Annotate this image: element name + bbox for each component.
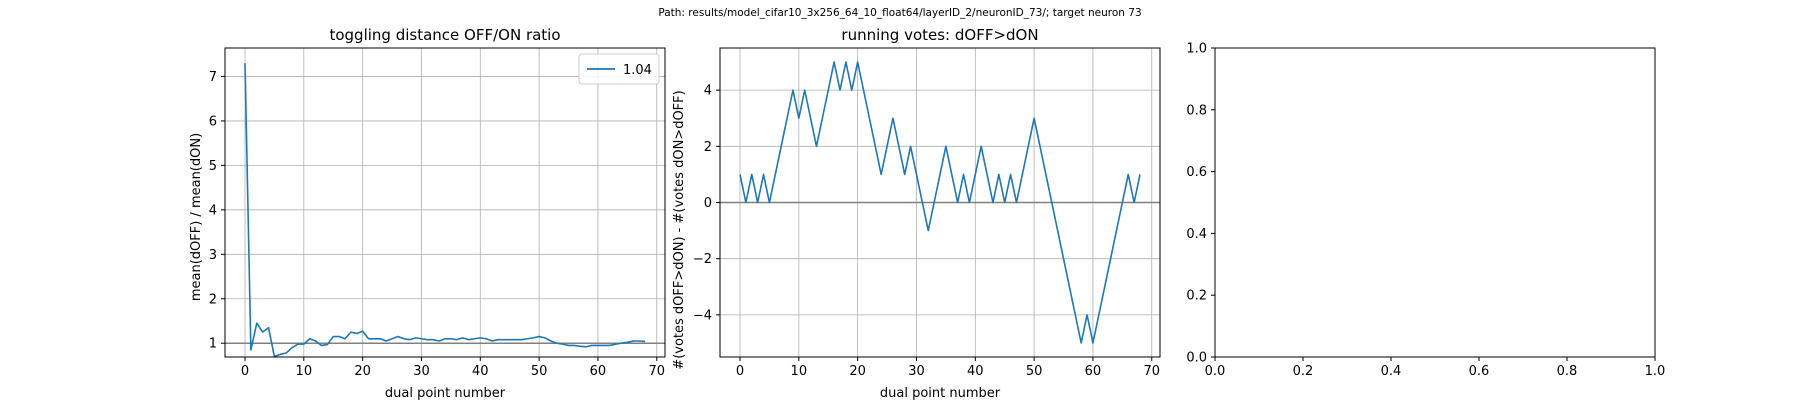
ratio-x-tick-label: 0 <box>241 364 249 379</box>
ratio-y-tick-label: 1 <box>209 337 217 352</box>
ratio-x-tick-label: 10 <box>296 364 313 379</box>
ratio-x-tick-label: 60 <box>590 364 607 379</box>
ratio-chart-axes: toggling distance OFF/ON ratio dual poin… <box>189 26 666 400</box>
ratio-plot-area <box>225 48 665 358</box>
votes-chart-title: running votes: dOFF>dON <box>841 26 1038 44</box>
votes-x-tick-label: 0 <box>736 364 744 379</box>
votes-x-tick-label: 40 <box>967 364 984 379</box>
votes-x-tick-label: 60 <box>1085 364 1102 379</box>
empty-x-tick-label: 0.2 <box>1293 364 1314 379</box>
ratio-x-tick-label: 30 <box>413 364 430 379</box>
ratio-y-tick-label: 3 <box>209 248 217 263</box>
votes-x-tick-label: 30 <box>908 364 925 379</box>
empty-x-tick-label: 0.0 <box>1205 364 1226 379</box>
ratio-x-tick-label: 20 <box>354 364 371 379</box>
votes-x-tick-label: 10 <box>791 364 808 379</box>
ratio-y-tick-label: 4 <box>209 203 217 218</box>
ratio-legend: 1.04 <box>578 53 660 85</box>
votes-x-tick-label: 70 <box>1143 364 1160 379</box>
votes-x-tick-label: 20 <box>849 364 866 379</box>
empty-y-tick-label: 0.4 <box>1186 227 1207 242</box>
empty-x-tick-label: 0.8 <box>1557 364 1578 379</box>
empty-y-tick-label: 0.0 <box>1186 351 1207 366</box>
ratio-y-tick-label: 2 <box>209 292 217 307</box>
empty-x-tick-label: 0.6 <box>1469 364 1490 379</box>
ratio-y-tick-label: 5 <box>209 159 217 174</box>
ratio-frame <box>224 47 666 358</box>
votes-y-tick-label: −2 <box>693 252 712 267</box>
empty-y-tick-label: 0.6 <box>1186 165 1207 180</box>
votes-chart-ylabel: #(votes dOFF>dON) - #(votes dON>dOFF) <box>672 90 687 369</box>
votes-plot-area <box>720 48 1160 357</box>
empty-chart-axes: 0.0 0.2 0.4 0.6 0.8 1.0 0.0 0.2 0.4 0.6 0.8 1.0 <box>1186 42 1665 380</box>
ratio-x-tick-label: 70 <box>648 364 665 379</box>
ratio-x-tick-label: 50 <box>531 364 548 379</box>
ratio-legend-box <box>578 53 660 85</box>
ratio-series-line <box>244 63 646 358</box>
votes-x-tick-label: 50 <box>1026 364 1043 379</box>
votes-y-tick-label: 0 <box>704 196 712 211</box>
empty-y-tick-label: 0.2 <box>1186 289 1207 304</box>
votes-y-tick-label: 4 <box>704 84 712 99</box>
ratio-chart-title: toggling distance OFF/ON ratio <box>329 26 560 44</box>
empty-x-tick-label: 0.4 <box>1381 364 1402 379</box>
ratio-chart-xlabel: dual point number <box>385 386 506 400</box>
ratio-legend-label: 1.04 <box>623 63 652 78</box>
votes-chart-axes: running votes: dOFF>dON dual point numbe… <box>672 26 1161 400</box>
empty-frame <box>1214 47 1656 358</box>
ratio-y-tick-label: 7 <box>209 70 217 85</box>
empty-x-tick-label: 1.0 <box>1645 364 1666 379</box>
votes-chart-xlabel: dual point number <box>880 386 1001 400</box>
empty-y-tick-label: 0.8 <box>1186 103 1207 118</box>
votes-series-line <box>739 61 1141 344</box>
figure-title: Path: results/model_cifar10_3x256_64_10_… <box>658 7 1141 19</box>
votes-y-tick-label: −4 <box>693 308 712 323</box>
votes-y-tick-label: 2 <box>704 140 712 155</box>
empty-y-tick-label: 1.0 <box>1186 42 1207 57</box>
ratio-x-tick-label: 40 <box>472 364 489 379</box>
ratio-y-tick-label: 6 <box>209 114 217 129</box>
ratio-chart-ylabel: mean(dOFF) / mean(dON) <box>189 133 204 301</box>
